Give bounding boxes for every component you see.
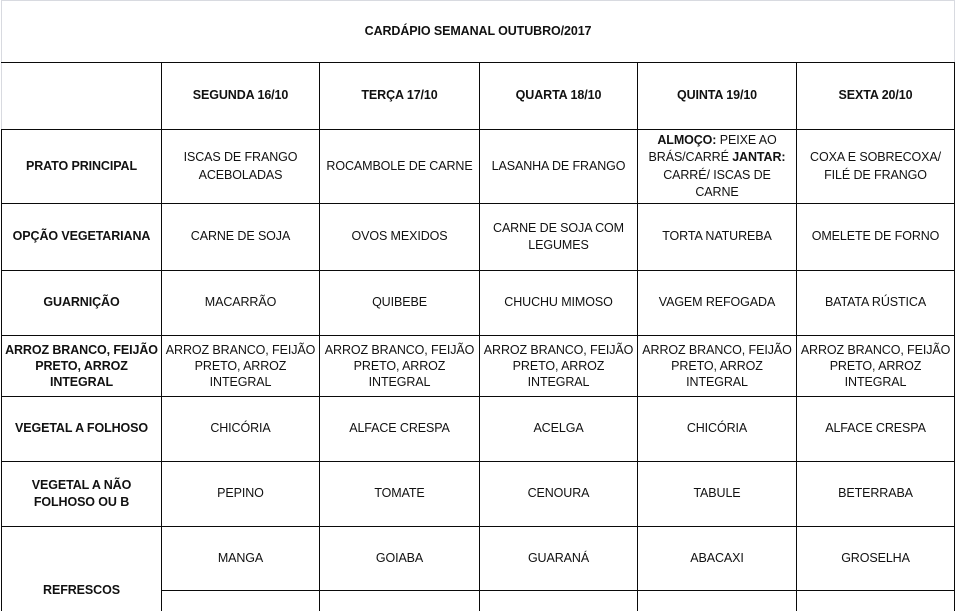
- cell-prato-terca: ROCAMBOLE DE CARNE: [319, 129, 480, 204]
- table-row: REFRESCOS MANGA GOIABA GUARANÁ ABACAXI G…: [1, 526, 955, 611]
- table-row: OPÇÃO VEGETARIANA CARNE DE SOJA OVOS MEX…: [1, 203, 955, 271]
- column-header-terca: TERÇA 17/10: [319, 62, 480, 130]
- table-row: ARROZ BRANCO, FEIJÃO PRETO, ARROZ INTEGR…: [1, 335, 955, 397]
- column-header-row: SEGUNDA 16/10 TERÇA 17/10 QUARTA 18/10 Q…: [1, 62, 955, 130]
- cell-opcao-quinta: TORTA NATUREBA: [637, 203, 797, 271]
- table-corner-cell: [1, 62, 162, 130]
- table-row: PRATO PRINCIPAL ISCAS DE FRANGO ACEBOLAD…: [1, 129, 955, 204]
- cell-folhoso-sexta: ALFACE CRESPA: [795, 396, 955, 462]
- cell-opcao-terca: OVOS MEXIDOS: [319, 203, 480, 271]
- cell-guarnicao-quarta: CHUCHU MIMOSO: [479, 270, 638, 336]
- cell-folhoso-terca: ALFACE CRESPA: [319, 396, 480, 462]
- cell-folhoso-quinta: CHICÓRIA: [637, 396, 797, 462]
- row-label-prato-principal: PRATO PRINCIPAL: [1, 129, 162, 204]
- cell-opcao-segunda: CARNE DE SOJA: [161, 203, 320, 271]
- cell-prato-quarta: LASANHA DE FRANGO: [479, 129, 638, 204]
- cell-guarnicao-sexta: BATATA RÚSTICA: [795, 270, 955, 336]
- jantar-value: CARRÉ/ ISCAS DE CARNE: [663, 167, 771, 199]
- page-title: CARDÁPIO SEMANAL OUTUBRO/2017: [0, 0, 955, 63]
- cell-guarnicao-quinta: VAGEM REFOGADA: [637, 270, 797, 336]
- cell-naofolhoso-quarta: CENOURA: [479, 461, 638, 527]
- row-label-vegetal-folhoso: VEGETAL A FOLHOSO: [1, 396, 162, 462]
- cell-arroz-terca: ARROZ BRANCO, FEIJÃO PRETO, ARROZ INTEGR…: [319, 335, 480, 397]
- table-row: UVA LIMÃO TANGERINA GOIABA CAJU: [2, 590, 955, 611]
- almoco-value: PEIXE AO BRÁS/CARRÉ: [648, 133, 777, 165]
- cell-refresco1-quarta: GUARANÁ: [479, 526, 638, 591]
- row-label-vegetal-nao-folhoso: VEGETAL A NÃO FOLHOSO OU B: [1, 461, 162, 527]
- cell-arroz-sexta: ARROZ BRANCO, FEIJÃO PRETO, ARROZ INTEGR…: [795, 335, 955, 397]
- column-header-quinta: QUINTA 19/10: [637, 62, 797, 130]
- cell-prato-sexta: COXA E SOBRECOXA/ FILÉ DE FRANGO: [795, 129, 955, 204]
- cell-folhoso-segunda: CHICÓRIA: [161, 396, 320, 462]
- column-header-segunda: SEGUNDA 16/10: [161, 62, 320, 130]
- cell-refresco2-quarta: TANGERINA: [479, 590, 638, 611]
- cell-arroz-segunda: ARROZ BRANCO, FEIJÃO PRETO, ARROZ INTEGR…: [161, 335, 320, 397]
- column-header-sexta: SEXTA 20/10: [795, 62, 955, 130]
- cell-arroz-quarta: ARROZ BRANCO, FEIJÃO PRETO, ARROZ INTEGR…: [479, 335, 638, 397]
- row-label-opcao-vegetariana: OPÇÃO VEGETARIANA: [1, 203, 162, 271]
- cell-guarnicao-terca: QUIBEBE: [319, 270, 480, 336]
- cell-opcao-sexta: OMELETE DE FORNO: [795, 203, 955, 271]
- column-header-quarta: QUARTA 18/10: [479, 62, 638, 130]
- jantar-label: JANTAR:: [732, 150, 786, 165]
- cell-refresco2-quinta: GOIABA: [637, 590, 797, 611]
- cell-refresco1-segunda: MANGA: [161, 526, 320, 591]
- cell-naofolhoso-sexta: BETERRABA: [795, 461, 955, 527]
- cell-prato-quinta: ALMOÇO: PEIXE AO BRÁS/CARRÉ JANTAR: CARR…: [637, 129, 797, 204]
- cell-prato-segunda: ISCAS DE FRANGO ACEBOLADAS: [161, 129, 320, 204]
- cell-refresco2-sexta: CAJU: [795, 590, 955, 611]
- cell-refresco1-quinta: ABACAXI: [637, 526, 797, 591]
- table-row: VEGETAL A FOLHOSO CHICÓRIA ALFACE CRESPA…: [1, 396, 955, 462]
- cell-refresco2-terca: LIMÃO: [319, 590, 480, 611]
- row-label-refrescos: REFRESCOS: [1, 526, 162, 611]
- row-label-arroz-feijao: ARROZ BRANCO, FEIJÃO PRETO, ARROZ INTEGR…: [1, 335, 162, 397]
- table-row: GUARNIÇÃO MACARRÃO QUIBEBE CHUCHU MIMOSO…: [1, 270, 955, 336]
- title-row: CARDÁPIO SEMANAL OUTUBRO/2017: [0, 0, 955, 63]
- table-row: VEGETAL A NÃO FOLHOSO OU B PEPINO TOMATE…: [1, 461, 955, 527]
- cell-naofolhoso-quinta: TABULE: [637, 461, 797, 527]
- cell-arroz-quinta: ARROZ BRANCO, FEIJÃO PRETO, ARROZ INTEGR…: [637, 335, 797, 397]
- cell-naofolhoso-terca: TOMATE: [319, 461, 480, 527]
- cell-guarnicao-segunda: MACARRÃO: [161, 270, 320, 336]
- cell-naofolhoso-segunda: PEPINO: [161, 461, 320, 527]
- row-label-guarnicao: GUARNIÇÃO: [1, 270, 162, 336]
- cell-folhoso-quarta: ACELGA: [479, 396, 638, 462]
- cell-refresco1-sexta: GROSELHA: [795, 526, 955, 591]
- cell-opcao-quarta: CARNE DE SOJA COM LEGUMES: [479, 203, 638, 271]
- cell-refresco2-segunda: UVA: [161, 590, 320, 611]
- almoco-label: ALMOÇO:: [657, 133, 717, 147]
- cell-refresco1-terca: GOIABA: [319, 526, 480, 591]
